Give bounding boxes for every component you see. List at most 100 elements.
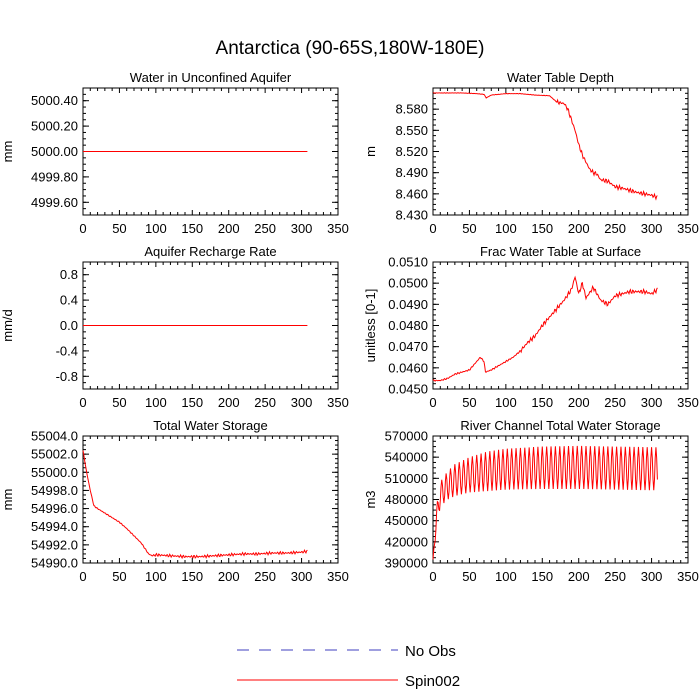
y-axis-label: m3 <box>363 490 378 508</box>
panel-title: Aquifer Recharge Rate <box>144 244 276 259</box>
x-tick-label: 200 <box>568 221 590 236</box>
y-tick-label: 54996.0 <box>31 501 78 516</box>
y-tick-label: 0.0510 <box>388 255 428 270</box>
x-tick-label: 0 <box>79 221 86 236</box>
x-tick-label: 0 <box>429 221 436 236</box>
y-tick-label: -0.8 <box>56 369 78 384</box>
x-tick-label: 250 <box>254 221 276 236</box>
x-tick-label: 50 <box>462 569 476 584</box>
x-tick-label: 200 <box>218 569 240 584</box>
x-tick-label: 50 <box>112 221 126 236</box>
y-tick-label: 8.490 <box>395 165 428 180</box>
panel-4: Frac Water Table at Surface unitless [0-1… <box>363 244 699 410</box>
y-axis-label: mm/d <box>0 309 15 342</box>
y-tick-label: 0.0470 <box>388 339 428 354</box>
panel-title: River Channel Total Water Storage <box>460 418 660 433</box>
x-tick-label: 300 <box>641 395 663 410</box>
y-tick-label: 8.580 <box>395 102 428 117</box>
x-tick-label: 300 <box>291 395 313 410</box>
x-tick-label: 50 <box>112 395 126 410</box>
y-tick-label: 420000 <box>385 534 428 549</box>
x-tick-label: 300 <box>291 221 313 236</box>
x-tick-label: 100 <box>145 395 167 410</box>
panel-title: Frac Water Table at Surface <box>480 244 641 259</box>
legend-label-spin002: Spin002 <box>405 673 460 690</box>
x-tick-label: 100 <box>145 221 167 236</box>
y-tick-label: 390000 <box>385 556 428 571</box>
plot-frame <box>432 87 689 216</box>
series-line-spin002 <box>432 445 658 560</box>
y-tick-label: 8.550 <box>395 123 428 138</box>
y-tick-label: 54990.0 <box>31 556 78 571</box>
y-tick-label: 8.430 <box>395 208 428 223</box>
y-axis-label: mm <box>0 141 15 163</box>
y-tick-label: 54994.0 <box>31 519 78 534</box>
y-tick-label: 0.0460 <box>388 360 428 375</box>
series-line-spin002 <box>432 275 658 382</box>
panel-3: Aquifer Recharge Rate mm/d 0 50 100 150 200 250… <box>0 244 349 410</box>
panel-title: Total Water Storage <box>153 418 267 433</box>
panel-6: River Channel Total Water Storage m3 0 50 10… <box>363 418 699 584</box>
y-tick-label: 5000.00 <box>31 144 78 159</box>
x-tick-label: 350 <box>327 221 349 236</box>
x-tick-label: 150 <box>181 569 203 584</box>
y-tick-label: 0.0 <box>60 318 78 333</box>
legend: No Obs Spin002 <box>237 643 460 690</box>
x-tick-label: 50 <box>462 221 476 236</box>
x-tick-label: 350 <box>677 221 699 236</box>
x-tick-label: 150 <box>531 395 553 410</box>
y-tick-label: 0.8 <box>60 267 78 282</box>
y-tick-label: -0.4 <box>56 343 78 358</box>
x-tick-label: 250 <box>604 569 626 584</box>
y-tick-label: 4999.60 <box>31 195 78 210</box>
y-tick-label: 0.4 <box>60 293 78 308</box>
x-tick-label: 350 <box>327 395 349 410</box>
y-tick-label: 8.520 <box>395 144 428 159</box>
x-tick-label: 100 <box>495 569 517 584</box>
panel-1: Water in Unconfined Aquifer mm 0 50 100 150 20… <box>0 70 349 236</box>
y-axis-label: unitless [0-1] <box>363 289 378 363</box>
x-tick-label: 200 <box>218 221 240 236</box>
x-tick-label: 300 <box>641 569 663 584</box>
x-tick-label: 250 <box>604 221 626 236</box>
y-tick-label: 5000.40 <box>31 93 78 108</box>
y-tick-label: 480000 <box>385 492 428 507</box>
x-tick-label: 0 <box>429 569 436 584</box>
x-tick-label: 200 <box>568 395 590 410</box>
x-tick-label: 100 <box>495 395 517 410</box>
y-tick-label: 8.460 <box>395 186 428 201</box>
x-tick-label: 150 <box>531 221 553 236</box>
legend-label-no-obs: No Obs <box>405 643 456 660</box>
x-tick-label: 150 <box>181 221 203 236</box>
panel-title: Water in Unconfined Aquifer <box>130 70 292 85</box>
x-tick-label: 300 <box>291 569 313 584</box>
x-tick-label: 50 <box>112 569 126 584</box>
y-tick-label: 0.0490 <box>388 297 428 312</box>
x-tick-label: 0 <box>79 395 86 410</box>
y-tick-label: 55000.0 <box>31 465 78 480</box>
figure-title: Antarctica (90-65S,180W-180E) <box>216 38 485 59</box>
plot-frame <box>432 261 689 390</box>
x-tick-label: 250 <box>604 395 626 410</box>
y-tick-label: 0.0500 <box>388 276 428 291</box>
y-tick-label: 540000 <box>385 450 428 465</box>
x-tick-label: 100 <box>145 569 167 584</box>
panels: Water in Unconfined Aquifer mm 0 50 100 150 20… <box>0 70 699 584</box>
y-tick-label: 54998.0 <box>31 483 78 498</box>
x-tick-label: 50 <box>462 395 476 410</box>
y-axis-label: m <box>363 146 378 157</box>
series-line-spin002 <box>82 450 308 560</box>
x-tick-label: 150 <box>181 395 203 410</box>
x-tick-label: 150 <box>531 569 553 584</box>
x-tick-label: 200 <box>218 395 240 410</box>
x-tick-label: 250 <box>254 395 276 410</box>
y-tick-label: 450000 <box>385 513 428 528</box>
y-axis-label: mm <box>0 489 15 511</box>
y-tick-label: 54992.0 <box>31 537 78 552</box>
panel-title: Water Table Depth <box>507 70 614 85</box>
plot-frame <box>82 435 339 564</box>
series-line-spin002 <box>432 92 658 201</box>
y-tick-label: 510000 <box>385 471 428 486</box>
y-tick-label: 570000 <box>385 429 428 444</box>
x-tick-label: 0 <box>429 395 436 410</box>
